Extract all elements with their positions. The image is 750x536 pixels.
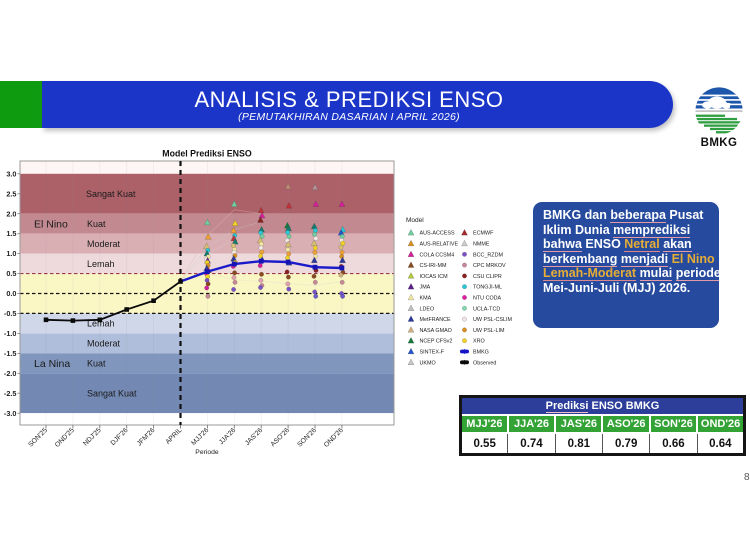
svg-text:KMA: KMA	[420, 296, 432, 302]
svg-text:2.5: 2.5	[6, 189, 16, 198]
svg-text:UCLA-TCD: UCLA-TCD	[473, 306, 500, 312]
svg-text:-3.0: -3.0	[4, 409, 17, 418]
svg-text:NMME: NMME	[473, 242, 490, 248]
svg-text:Kuat: Kuat	[87, 359, 106, 369]
svg-text:-2.5: -2.5	[4, 389, 17, 398]
svg-text:SINTEX-F: SINTEX-F	[420, 350, 445, 356]
svg-text:Kuat: Kuat	[87, 219, 106, 229]
svg-text:TONGJI-ML: TONGJI-ML	[473, 285, 502, 291]
svg-text:ASO'26: ASO'26	[270, 427, 292, 449]
svg-text:IOCAS ICM: IOCAS ICM	[420, 274, 449, 280]
svg-text:MJJ'26: MJJ'26	[190, 427, 210, 447]
svg-text:2.0: 2.0	[6, 209, 16, 218]
svg-text:ECMWF: ECMWF	[473, 231, 494, 237]
svg-text:CSU CLIPR: CSU CLIPR	[473, 274, 502, 280]
svg-text:-1.0: -1.0	[4, 329, 17, 338]
svg-text:DJF'26: DJF'26	[110, 427, 130, 447]
svg-text:COLA CCSM4: COLA CCSM4	[420, 252, 455, 258]
svg-text:Observed: Observed	[473, 360, 496, 366]
svg-text:APRIL: APRIL	[165, 427, 184, 446]
svg-text:XRO: XRO	[473, 339, 485, 345]
svg-text:-0.5: -0.5	[4, 309, 17, 318]
svg-text:NASA GMAO: NASA GMAO	[420, 328, 452, 334]
svg-text:Periode: Periode	[195, 449, 219, 456]
svg-text:AUS-RELATIVE: AUS-RELATIVE	[420, 242, 459, 248]
svg-text:BCC_RZDM: BCC_RZDM	[473, 252, 503, 258]
svg-text:-2.0: -2.0	[4, 369, 17, 378]
svg-text:JMA: JMA	[420, 285, 431, 291]
svg-text:SON'26: SON'26	[296, 427, 318, 449]
svg-text:-1.5: -1.5	[4, 349, 17, 358]
svg-text:JJA'26: JJA'26	[218, 427, 237, 446]
svg-text:JAS'26: JAS'26	[244, 427, 264, 447]
svg-text:BMKG: BMKG	[473, 350, 489, 356]
svg-text:CS-IRI-MM: CS-IRI-MM	[420, 263, 447, 269]
svg-text:CPC MRKOV: CPC MRKOV	[473, 263, 506, 269]
svg-text:BMKG: BMKG	[701, 137, 738, 149]
svg-text:JFM'26: JFM'26	[136, 427, 157, 448]
svg-text:1.0: 1.0	[6, 249, 16, 258]
svg-text:3.0: 3.0	[6, 169, 16, 178]
svg-text:LDEO: LDEO	[420, 306, 435, 312]
svg-text:Lemah: Lemah	[87, 319, 115, 329]
svg-text:UW PSL-CSLIM: UW PSL-CSLIM	[473, 317, 512, 323]
svg-text:Sangat Kuat: Sangat Kuat	[87, 388, 137, 398]
svg-text:UKMO: UKMO	[420, 360, 436, 366]
svg-text:Sangat Kuat: Sangat Kuat	[86, 189, 136, 199]
svg-text:OND'26: OND'26	[323, 427, 345, 449]
svg-text:Moderat: Moderat	[87, 239, 121, 249]
svg-text:OND'25: OND'25	[54, 427, 76, 449]
svg-text:NTU CODA: NTU CODA	[473, 296, 502, 302]
svg-text:MetFRANCE: MetFRANCE	[420, 317, 452, 323]
svg-text:Model Prediksi ENSO: Model Prediksi ENSO	[162, 149, 252, 159]
svg-text:NDJ'25: NDJ'25	[82, 427, 103, 448]
svg-text:UW PSL-LIM: UW PSL-LIM	[473, 328, 505, 334]
svg-text:Lemah: Lemah	[87, 259, 115, 269]
svg-text:El Nino: El Nino	[34, 218, 68, 230]
svg-text:0.0: 0.0	[6, 289, 16, 298]
svg-text:SON'25: SON'25	[27, 427, 49, 449]
svg-text:NCEP CFSv2: NCEP CFSv2	[420, 339, 453, 345]
svg-text:Model: Model	[406, 217, 424, 224]
svg-text:Moderat: Moderat	[87, 339, 121, 349]
svg-text:0.5: 0.5	[6, 269, 16, 278]
svg-text:AUS-ACCESS: AUS-ACCESS	[420, 231, 455, 237]
svg-text:La Nina: La Nina	[34, 358, 70, 370]
svg-text:1.5: 1.5	[6, 229, 16, 238]
